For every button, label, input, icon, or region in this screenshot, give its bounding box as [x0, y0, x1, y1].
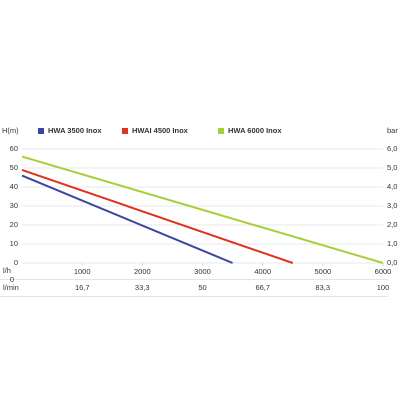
y-tick-label: 30 — [10, 201, 18, 210]
x-tick-label: 5000 — [314, 267, 331, 276]
x2-tick-label: 33,3 — [135, 283, 150, 292]
x2-tick-label: 50 — [198, 283, 206, 292]
legend-label: HWA 3500 Inox — [48, 126, 102, 135]
legend-swatch — [218, 128, 224, 134]
x-tick-label: 4000 — [254, 267, 271, 276]
y2-tick-label: 3,0 — [387, 201, 397, 210]
y2-tick-label: 0,0 — [387, 258, 397, 267]
legend-label: HWAI 4500 Inox — [132, 126, 189, 135]
y-tick-label: 60 — [10, 144, 18, 153]
x-tick-label: 2000 — [134, 267, 151, 276]
x-tick-label: 0 — [10, 275, 14, 284]
x2-axis-label: l/min — [3, 283, 19, 292]
y2-tick-label: 6,0 — [387, 144, 397, 153]
y2-tick-label: 2,0 — [387, 220, 397, 229]
x2-tick-label: 16,7 — [75, 283, 90, 292]
legend-swatch — [122, 128, 128, 134]
y2-tick-label: 1,0 — [387, 239, 397, 248]
series-line — [21, 168, 294, 264]
series-line — [21, 174, 233, 264]
x2-tick-label: 83,3 — [315, 283, 330, 292]
x2-tick-label: 100 — [377, 283, 390, 292]
legend-swatch — [38, 128, 44, 134]
x-tick-label: 6000 — [375, 267, 392, 276]
series-line — [21, 155, 384, 264]
y-tick-label: 50 — [10, 163, 18, 172]
x-tick-label: 1000 — [74, 267, 91, 276]
y2-tick-label: 4,0 — [387, 182, 397, 191]
y2-axis-label: bar — [387, 126, 398, 135]
y-tick-label: 0 — [14, 258, 18, 267]
y-tick-label: 10 — [10, 239, 18, 248]
y-tick-label: 20 — [10, 220, 18, 229]
y-axis-label: H(m) — [2, 126, 19, 135]
y2-tick-label: 5,0 — [387, 163, 397, 172]
y-tick-label: 40 — [10, 182, 18, 191]
x2-tick-label: 66,7 — [255, 283, 270, 292]
x-tick-label: 3000 — [194, 267, 211, 276]
legend-label: HWA 6000 Inox — [228, 126, 282, 135]
x-axis-label: l/h — [3, 266, 11, 275]
